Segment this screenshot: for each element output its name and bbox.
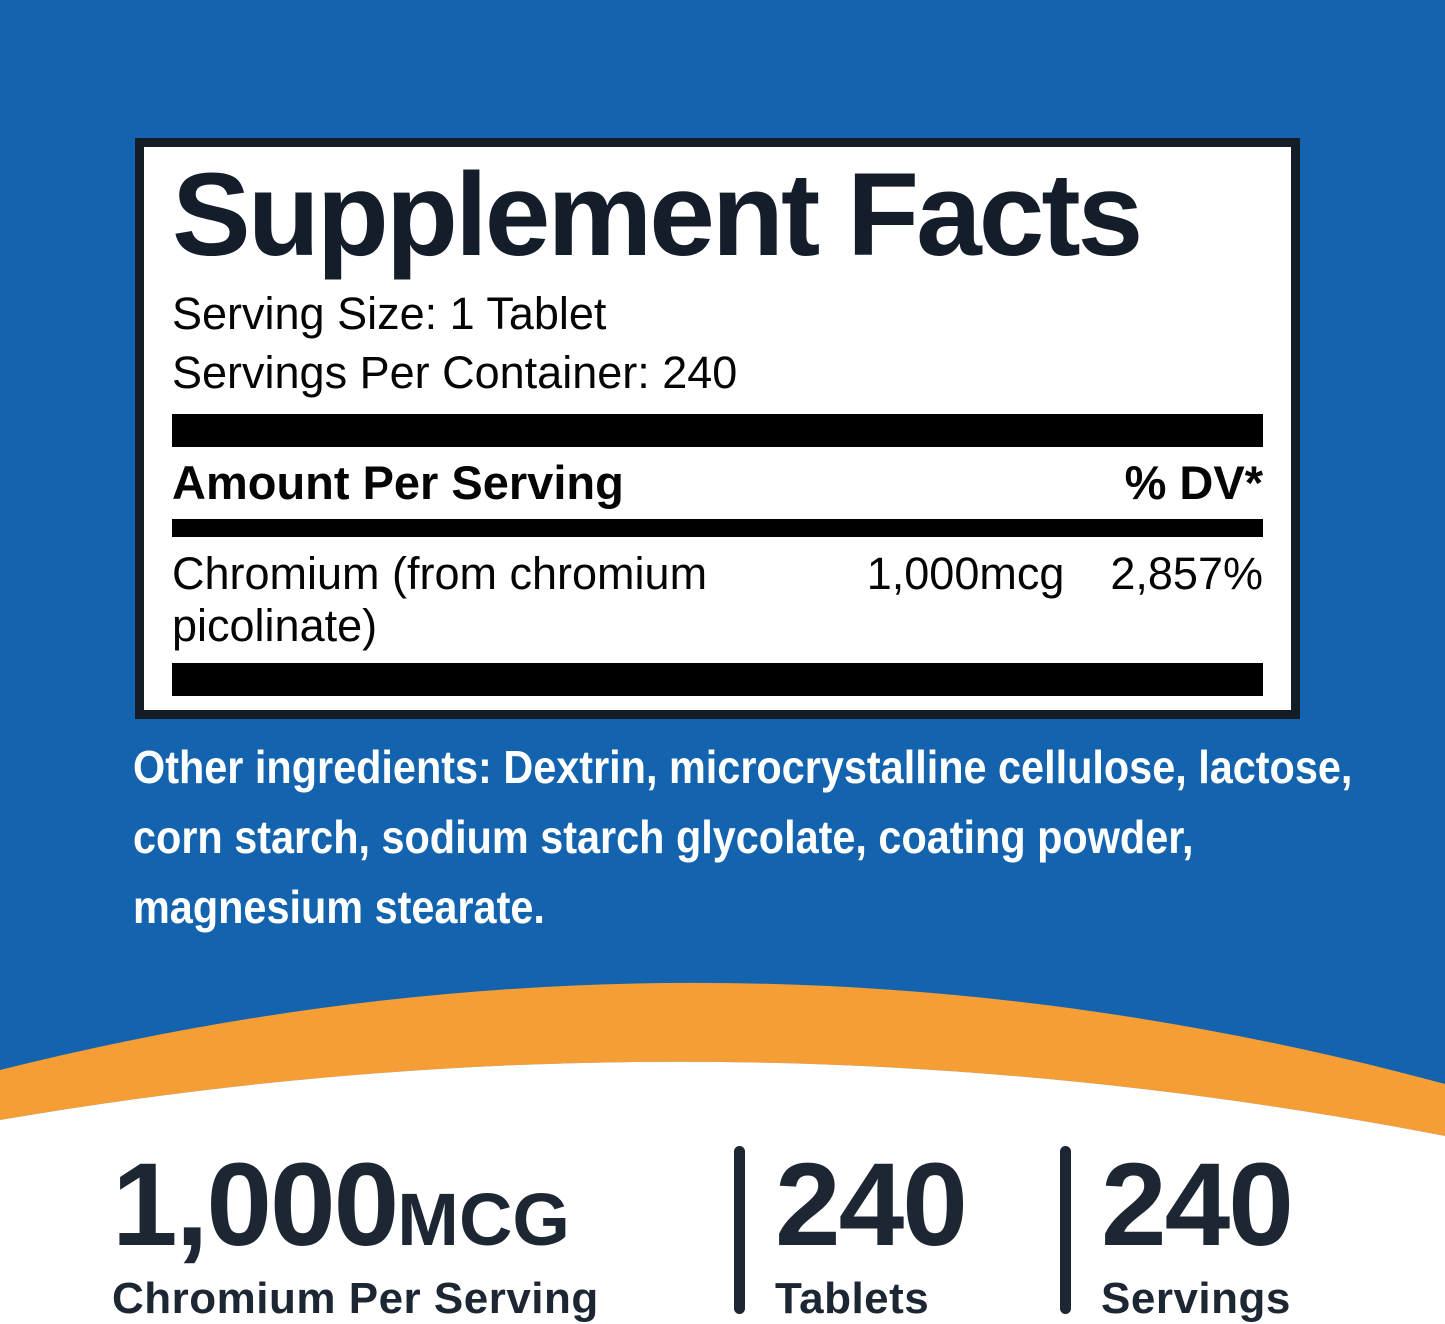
stat-value: 240 [775, 1146, 1030, 1264]
stats-divider [734, 1146, 745, 1314]
panel-title: Supplement Facts [172, 149, 1143, 281]
nutrient-row-chromium: Chromium (from chromium picolinate) 1,00… [172, 537, 1263, 663]
stat-number: 1,000 [112, 1139, 399, 1271]
stat-value: 240 [1101, 1146, 1294, 1264]
divider-bar-mid [172, 519, 1263, 538]
divider-bar-thick-bottom [172, 662, 1263, 696]
nutrient-dv-percent: 2,857% [1110, 548, 1263, 600]
stat-number: 240 [1101, 1139, 1294, 1271]
bottom-stats-bar: 1,000MCG Chromium Per Serving 240 Tablet… [112, 1146, 1294, 1324]
serving-info: Serving Size: 1 Tablet Servings Per Cont… [172, 285, 1263, 402]
swoosh-blue-area [0, 940, 1445, 1084]
servings-per-container: Servings Per Container: 240 [172, 346, 738, 398]
stat-label: Chromium Per Serving [112, 1274, 599, 1323]
dv-footnote: * Percent Daily Value (DV) is based on a… [172, 706, 1263, 710]
amount-per-serving-label: Amount Per Serving [172, 456, 624, 510]
supplement-facts-panel: Supplement Facts Serving Size: 1 Tablet … [135, 138, 1300, 719]
orange-swoosh [0, 940, 1445, 1180]
nutrient-amount: 1,000mcg [866, 548, 1065, 600]
stats-divider [1060, 1146, 1071, 1314]
stat-unit: MCG [397, 1178, 570, 1261]
other-ingredients-line-3: magnesium stearate. [133, 880, 545, 933]
stat-label: Servings [1101, 1274, 1291, 1323]
other-ingredients-text: Other ingredients: Dextrin, microcrystal… [133, 733, 1411, 943]
stat-number: 240 [775, 1139, 968, 1271]
other-ingredients-line-1: Other ingredients: Dextrin, microcrystal… [133, 741, 1353, 793]
divider-bar-thick-top [172, 414, 1263, 448]
nutrient-name: Chromium (from chromium picolinate) [172, 548, 708, 652]
stat-label: Tablets [775, 1274, 930, 1323]
amount-header-row: Amount Per Serving % DV* [172, 447, 1263, 519]
stat-tablet-count: 240 Tablets [775, 1146, 1030, 1324]
stat-chromium-per-serving: 1,000MCG Chromium Per Serving [112, 1146, 704, 1324]
swoosh-orange-stroke [0, 982, 1445, 1136]
stat-value: 1,000MCG [112, 1146, 704, 1264]
stat-serving-count: 240 Servings [1101, 1146, 1294, 1324]
dv-header-label: % DV* [1124, 456, 1263, 510]
serving-size: Serving Size: 1 Tablet [172, 288, 607, 340]
other-ingredients-line-2: corn starch, sodium starch glycolate, co… [133, 810, 1194, 863]
swoosh-white-area [0, 1061, 1445, 1180]
